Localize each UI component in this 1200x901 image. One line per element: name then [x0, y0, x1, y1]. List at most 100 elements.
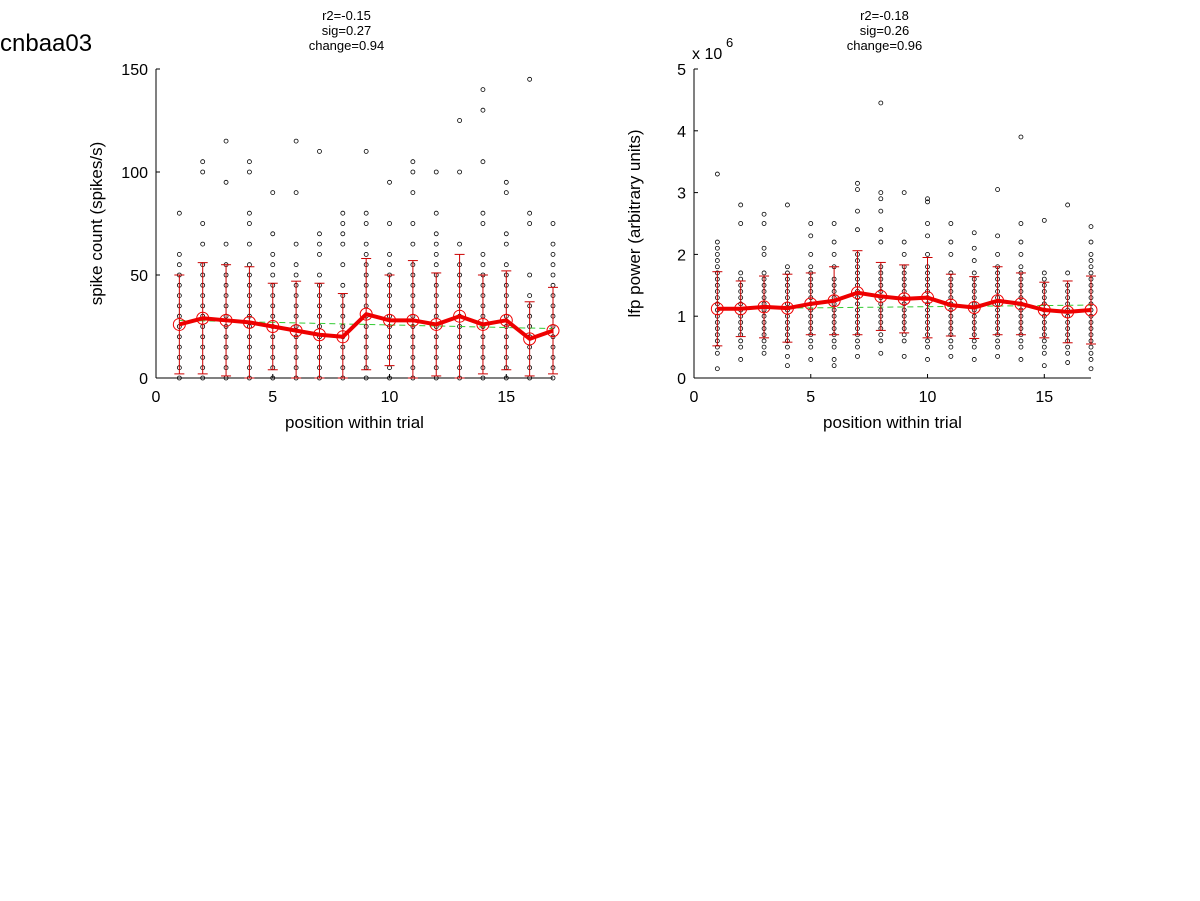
scatter-point [270, 375, 276, 381]
scatter-point [714, 258, 720, 263]
scatter-point [948, 338, 954, 344]
scatter-point [1018, 264, 1024, 270]
scatter-point [340, 210, 346, 216]
scatter-point [1041, 276, 1047, 282]
scatter-point [387, 365, 392, 371]
scatter-point [200, 221, 206, 226]
y-tick-label: 4 [677, 124, 686, 141]
x-tick-label: 10 [919, 389, 937, 406]
scatter-point [855, 338, 860, 344]
mean-marker [196, 311, 210, 325]
scatter-point [831, 338, 837, 344]
scatter-point [176, 375, 182, 381]
scatter-point [878, 196, 884, 202]
scatter-point [293, 190, 299, 196]
scatter-point [925, 221, 930, 226]
x-tick-label: 0 [152, 389, 161, 406]
scatter-point [831, 221, 837, 226]
scatter-point [270, 251, 276, 257]
scatter-point [270, 190, 276, 196]
scatter-point [925, 338, 930, 344]
annotation-line: r2=-0.18 [860, 8, 909, 23]
scatter-point [738, 270, 744, 276]
scatter-point [550, 272, 556, 278]
mean-line [717, 290, 1092, 314]
mean-marker [242, 315, 256, 329]
scatter-point [948, 221, 954, 226]
scatter-point [223, 138, 229, 144]
scatter-point [1088, 264, 1094, 270]
scatter-point [925, 344, 930, 350]
scatter-point [761, 211, 767, 217]
scatter-point [317, 148, 322, 154]
scatter-point [410, 241, 416, 247]
x-tick-label: 15 [497, 389, 515, 406]
scatter-point [738, 221, 744, 226]
scatter-point [317, 231, 322, 237]
scatter-point [503, 262, 509, 268]
scatter-point [363, 221, 369, 226]
scatter-point [1018, 338, 1024, 344]
scatter-point [1088, 251, 1094, 257]
scatter-point [223, 179, 229, 185]
scatter-point [176, 210, 182, 216]
scatter-point [270, 262, 276, 268]
scatter-point [363, 210, 369, 216]
mean-marker [804, 297, 818, 311]
x-tick-label: 0 [690, 389, 699, 406]
annotation-line: sig=0.26 [860, 23, 910, 38]
mean-marker [1084, 303, 1098, 317]
scatter-point [433, 231, 439, 237]
mean-marker [383, 313, 397, 327]
scatter-point [223, 241, 229, 247]
scatter-point [293, 262, 299, 268]
scatter-point [550, 375, 556, 381]
scatter-point [995, 187, 1000, 192]
scatter-point [1041, 218, 1047, 223]
scatter-point [1065, 344, 1071, 350]
scatter-point [1065, 350, 1071, 356]
scatter-point [855, 227, 860, 233]
scatter-point [995, 344, 1000, 350]
mean-marker [289, 324, 303, 338]
scatter-point [1088, 357, 1094, 362]
scatter-point [363, 241, 369, 247]
scatter-point [1088, 239, 1094, 245]
scatter-point [855, 344, 860, 350]
scatter-point [247, 159, 252, 165]
y-tick-label: 0 [139, 371, 148, 388]
scatter-point [901, 353, 907, 359]
mean-marker [944, 298, 958, 312]
mean-marker [1014, 297, 1028, 311]
scatter-point [340, 262, 346, 268]
scatter-point [503, 241, 509, 247]
scatter-point [925, 357, 930, 362]
mean-marker [172, 317, 186, 331]
scatter-point [714, 245, 720, 251]
y-tick-label: 2 [677, 247, 686, 264]
scatter-point [550, 262, 556, 268]
scatter-point [363, 375, 369, 381]
scatter-point [433, 169, 439, 175]
scatter-point [176, 262, 182, 268]
scatter-point [433, 262, 439, 268]
scatter-point [176, 251, 182, 257]
scatter-point [761, 251, 767, 257]
scatter-point [340, 282, 346, 288]
mean-marker [476, 317, 490, 331]
scatter-point [925, 251, 930, 257]
scatter-point [831, 363, 837, 369]
scatter-point [971, 338, 977, 344]
scatter-point [387, 262, 392, 268]
y-axis-label: lfp power (arbitrary units) [625, 129, 644, 317]
scatter-point [738, 357, 744, 362]
scatter-point [550, 282, 556, 288]
scatter-point [1018, 251, 1024, 257]
scatter-point [480, 262, 486, 268]
y-tick-label: 1 [677, 309, 686, 326]
scatter-point [387, 375, 392, 381]
annotation-line: change=0.94 [309, 38, 385, 53]
scatter-point [808, 251, 814, 257]
mean-marker [897, 292, 911, 306]
